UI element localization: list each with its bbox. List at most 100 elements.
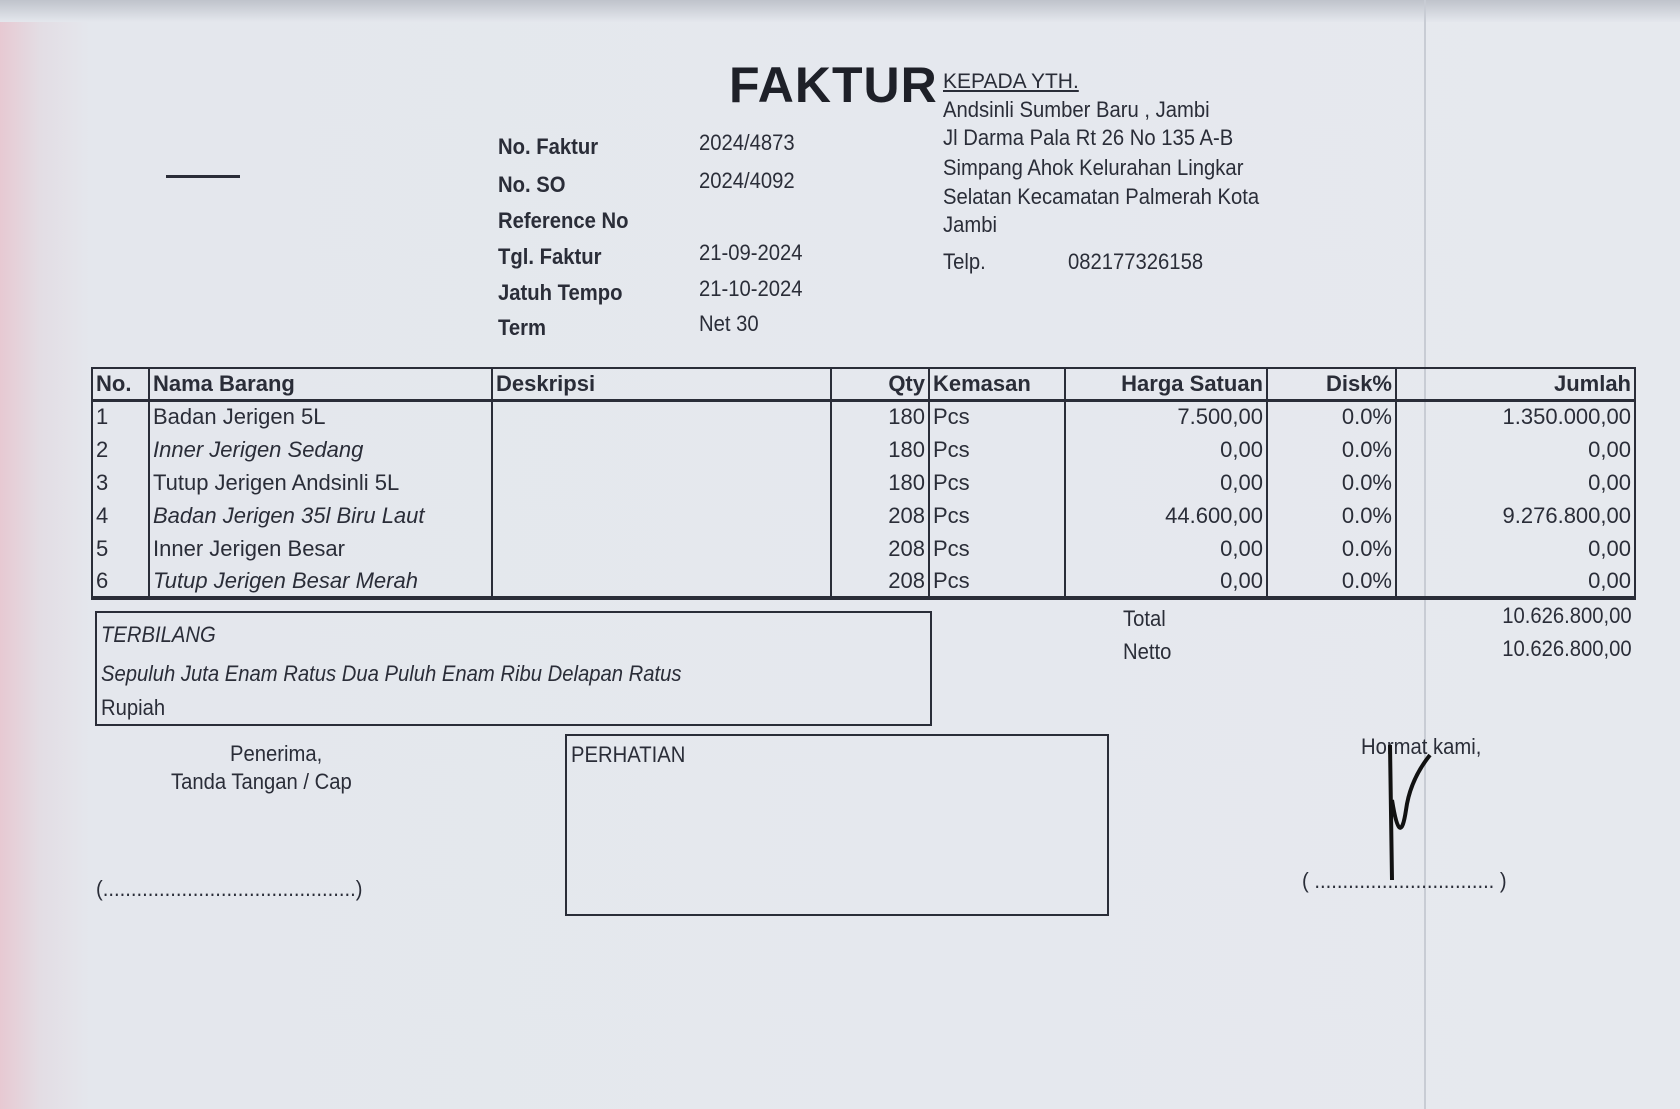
- col-deskripsi: Deskripsi: [491, 367, 832, 402]
- table-row: 1 Badan Jerigen 5L 180 Pcs 7.500,00 0.0% 1.350…: [91, 400, 1636, 433]
- col-jumlah: Jumlah: [1395, 367, 1636, 402]
- item-discount: 0.0%: [1266, 400, 1397, 433]
- item-unit-price: 0,00: [1064, 532, 1268, 565]
- item-name: Badan Jerigen 35l Biru Laut: [148, 499, 493, 532]
- item-description: [491, 400, 832, 433]
- col-nama-barang: Nama Barang: [148, 367, 493, 402]
- item-no: 1: [91, 400, 150, 433]
- total-label: Total: [1123, 606, 1166, 631]
- item-unit: Pcs: [928, 532, 1066, 565]
- col-qty: Qty: [830, 367, 930, 402]
- item-name: Badan Jerigen 5L: [148, 400, 493, 433]
- terbilang-text: Sepuluh Juta Enam Ratus Dua Puluh Enam R…: [101, 661, 682, 686]
- table-row: 4 Badan Jerigen 35l Biru Laut 208 Pcs 44.600…: [91, 499, 1636, 532]
- item-unit: Pcs: [928, 499, 1066, 532]
- item-amount: 9.276.800,00: [1395, 499, 1636, 532]
- recipient-address-line: Selatan Kecamatan Palmerah Kota: [943, 184, 1260, 209]
- item-qty: 180: [830, 466, 930, 499]
- item-amount: 0,00: [1395, 565, 1636, 600]
- col-disk: Disk%: [1266, 367, 1397, 402]
- item-name: Inner Jerigen Besar: [148, 532, 493, 565]
- receiver-label: Penerima,: [230, 741, 323, 766]
- terbilang-label: TERBILANG: [101, 622, 216, 647]
- item-description: [491, 433, 832, 466]
- recipient-address-line: Andsinli Sumber Baru , Jambi: [943, 97, 1210, 122]
- item-amount: 1.350.000,00: [1395, 400, 1636, 433]
- document-title: FAKTUR: [729, 57, 938, 113]
- meta-value: Net 30: [699, 311, 759, 336]
- meta-label: Reference No: [498, 208, 629, 233]
- receiver-sign-label: Tanda Tangan / Cap: [171, 769, 352, 794]
- recipient-address-line: Simpang Ahok Kelurahan Lingkar: [943, 155, 1244, 180]
- meta-label: Jatuh Tempo: [498, 280, 623, 305]
- item-qty: 180: [830, 433, 930, 466]
- phone-label: Telp.: [943, 249, 986, 274]
- scan-edge: [0, 0, 1680, 22]
- item-discount: 0.0%: [1266, 466, 1397, 499]
- item-qty: 180: [830, 400, 930, 433]
- item-unit-price: 0,00: [1064, 433, 1268, 466]
- item-no: 2: [91, 433, 150, 466]
- meta-value: 21-09-2024: [699, 240, 803, 265]
- item-unit-price: 44.600,00: [1064, 499, 1268, 532]
- item-no: 4: [91, 499, 150, 532]
- col-harga-satuan: Harga Satuan: [1064, 367, 1268, 402]
- meta-label: Term: [498, 315, 546, 340]
- meta-value: 21-10-2024: [699, 276, 803, 301]
- table-header-row: No. Nama Barang Deskripsi Qty Kemasan Ha…: [91, 367, 1636, 402]
- item-qty: 208: [830, 499, 930, 532]
- meta-label: No. Faktur: [498, 134, 599, 159]
- item-amount: 0,00: [1395, 532, 1636, 565]
- mark-line: [166, 175, 240, 178]
- meta-value: 2024/4092: [699, 168, 795, 193]
- item-unit-price: 0,00: [1064, 565, 1268, 600]
- item-amount: 0,00: [1395, 466, 1636, 499]
- table-row: 2 Inner Jerigen Sedang 180 Pcs 0,00 0.0% 0,00: [91, 433, 1636, 466]
- recipient-address-line: Jl Darma Pala Rt 26 No 135 A-B: [943, 125, 1234, 150]
- item-unit-price: 7.500,00: [1064, 400, 1268, 433]
- item-discount: 0.0%: [1266, 532, 1397, 565]
- item-name: Inner Jerigen Sedang: [148, 433, 493, 466]
- item-unit: Pcs: [928, 400, 1066, 433]
- item-description: [491, 565, 832, 600]
- netto-label: Netto: [1123, 639, 1172, 664]
- item-qty: 208: [830, 565, 930, 600]
- item-name: Tutup Jerigen Andsinli 5L: [148, 466, 493, 499]
- netto-value: 10.626.800,00: [1502, 636, 1632, 661]
- meta-label: No. SO: [498, 172, 566, 197]
- item-discount: 0.0%: [1266, 433, 1397, 466]
- recipient-address-line: Jambi: [943, 212, 997, 237]
- item-discount: 0.0%: [1266, 565, 1397, 600]
- perhatian-box: PERHATIAN: [565, 734, 1109, 916]
- meta-label: Tgl. Faktur: [498, 244, 602, 269]
- table-row: 3 Tutup Jerigen Andsinli 5L 180 Pcs 0,00 0.0%…: [91, 466, 1636, 499]
- receiver-signature-line: (.......................................…: [96, 876, 363, 901]
- items-table: No. Nama Barang Deskripsi Qty Kemasan Ha…: [91, 367, 1636, 600]
- item-no: 6: [91, 565, 150, 600]
- perhatian-label: PERHATIAN: [571, 742, 686, 767]
- item-no: 3: [91, 466, 150, 499]
- hormat-label: Hormat kami,: [1361, 734, 1482, 759]
- terbilang-text-2: Rupiah: [101, 695, 166, 720]
- recipient-heading: KEPADA YTH.: [943, 70, 1079, 93]
- col-no: No.: [91, 367, 150, 402]
- item-qty: 208: [830, 532, 930, 565]
- meta-value: 2024/4873: [699, 130, 795, 155]
- item-name: Tutup Jerigen Besar Merah: [148, 565, 493, 600]
- item-unit: Pcs: [928, 433, 1066, 466]
- item-unit: Pcs: [928, 466, 1066, 499]
- item-no: 5: [91, 532, 150, 565]
- item-description: [491, 499, 832, 532]
- terbilang-box: TERBILANG Sepuluh Juta Enam Ratus Dua Pu…: [95, 611, 932, 726]
- item-unit: Pcs: [928, 565, 1066, 600]
- item-amount: 0,00: [1395, 433, 1636, 466]
- phone-value: 082177326158: [1068, 249, 1204, 274]
- table-row: 6 Tutup Jerigen Besar Merah 208 Pcs 0,00 0.0%…: [91, 565, 1636, 600]
- signature-icon: [1388, 744, 1432, 881]
- hormat-signature-line: ( ................................ ): [1302, 868, 1507, 893]
- table-row: 5 Inner Jerigen Besar 208 Pcs 0,00 0.0% 0,00: [91, 532, 1636, 565]
- item-description: [491, 466, 832, 499]
- item-description: [491, 532, 832, 565]
- col-kemasan: Kemasan: [928, 367, 1066, 402]
- item-discount: 0.0%: [1266, 499, 1397, 532]
